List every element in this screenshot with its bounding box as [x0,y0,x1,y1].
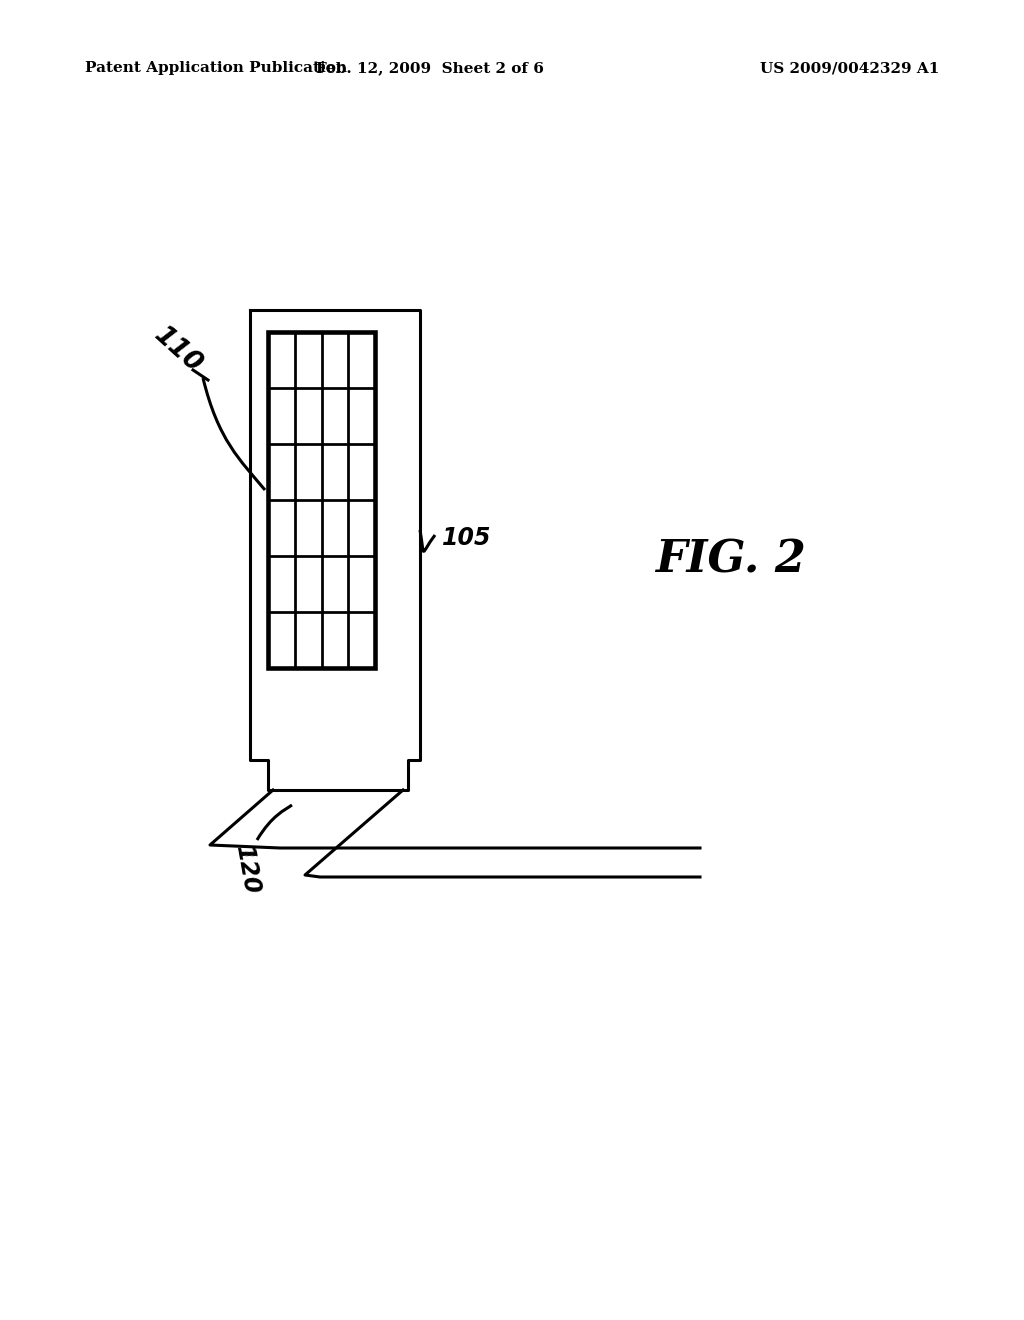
Bar [268,333,375,668]
Text: FIG. 2: FIG. 2 [654,539,806,582]
Text: 105: 105 [442,525,492,550]
Text: US 2009/0042329 A1: US 2009/0042329 A1 [760,61,939,75]
Text: 120: 120 [230,843,263,896]
Text: Feb. 12, 2009  Sheet 2 of 6: Feb. 12, 2009 Sheet 2 of 6 [316,61,544,75]
Text: Patent Application Publication: Patent Application Publication [85,61,347,75]
Text: 110: 110 [148,322,207,378]
